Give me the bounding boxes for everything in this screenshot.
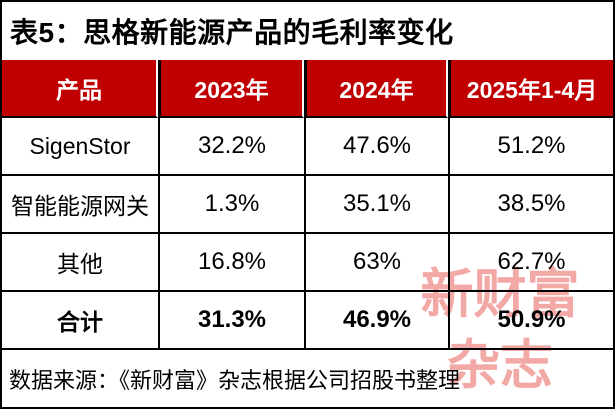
value-total-2025: 50.9% xyxy=(448,292,613,350)
figure-title-bar: 表5：思格新能源产品的毛利率变化 xyxy=(2,2,613,60)
value-sigenstor-2023: 32.2% xyxy=(158,118,304,176)
row-label-smart-energy-gateway: 智能能源网关 xyxy=(2,176,158,234)
source-note: 数据来源：《新财富》杂志根据公司招股书整理 xyxy=(9,367,461,393)
column-header-2024: 2024年 xyxy=(304,60,448,118)
column-header-2025-jan-apr: 2025年1-4月 xyxy=(448,60,613,118)
margin-table: 产品 2023年 2024年 2025年1-4月 SigenStor 32.2%… xyxy=(2,60,613,350)
row-label-total: 合计 xyxy=(2,292,158,350)
value-sigenstor-2024: 47.6% xyxy=(304,118,448,176)
value-gateway-2023: 1.3% xyxy=(158,176,304,234)
row-label-sigenstor: SigenStor xyxy=(2,118,158,176)
value-others-2023: 16.8% xyxy=(158,234,304,292)
value-gateway-2025: 38.5% xyxy=(448,176,613,234)
column-header-2023: 2023年 xyxy=(158,60,304,118)
column-header-product: 产品 xyxy=(2,60,158,118)
value-others-2024: 63% xyxy=(304,234,448,292)
figure-title: 表5：思格新能源产品的毛利率变化 xyxy=(10,17,454,48)
value-others-2025: 62.7% xyxy=(448,234,613,292)
value-sigenstor-2025: 51.2% xyxy=(448,118,613,176)
row-label-others: 其他 xyxy=(2,234,158,292)
value-total-2024: 46.9% xyxy=(304,292,448,350)
value-gateway-2024: 35.1% xyxy=(304,176,448,234)
value-total-2023: 31.3% xyxy=(158,292,304,350)
